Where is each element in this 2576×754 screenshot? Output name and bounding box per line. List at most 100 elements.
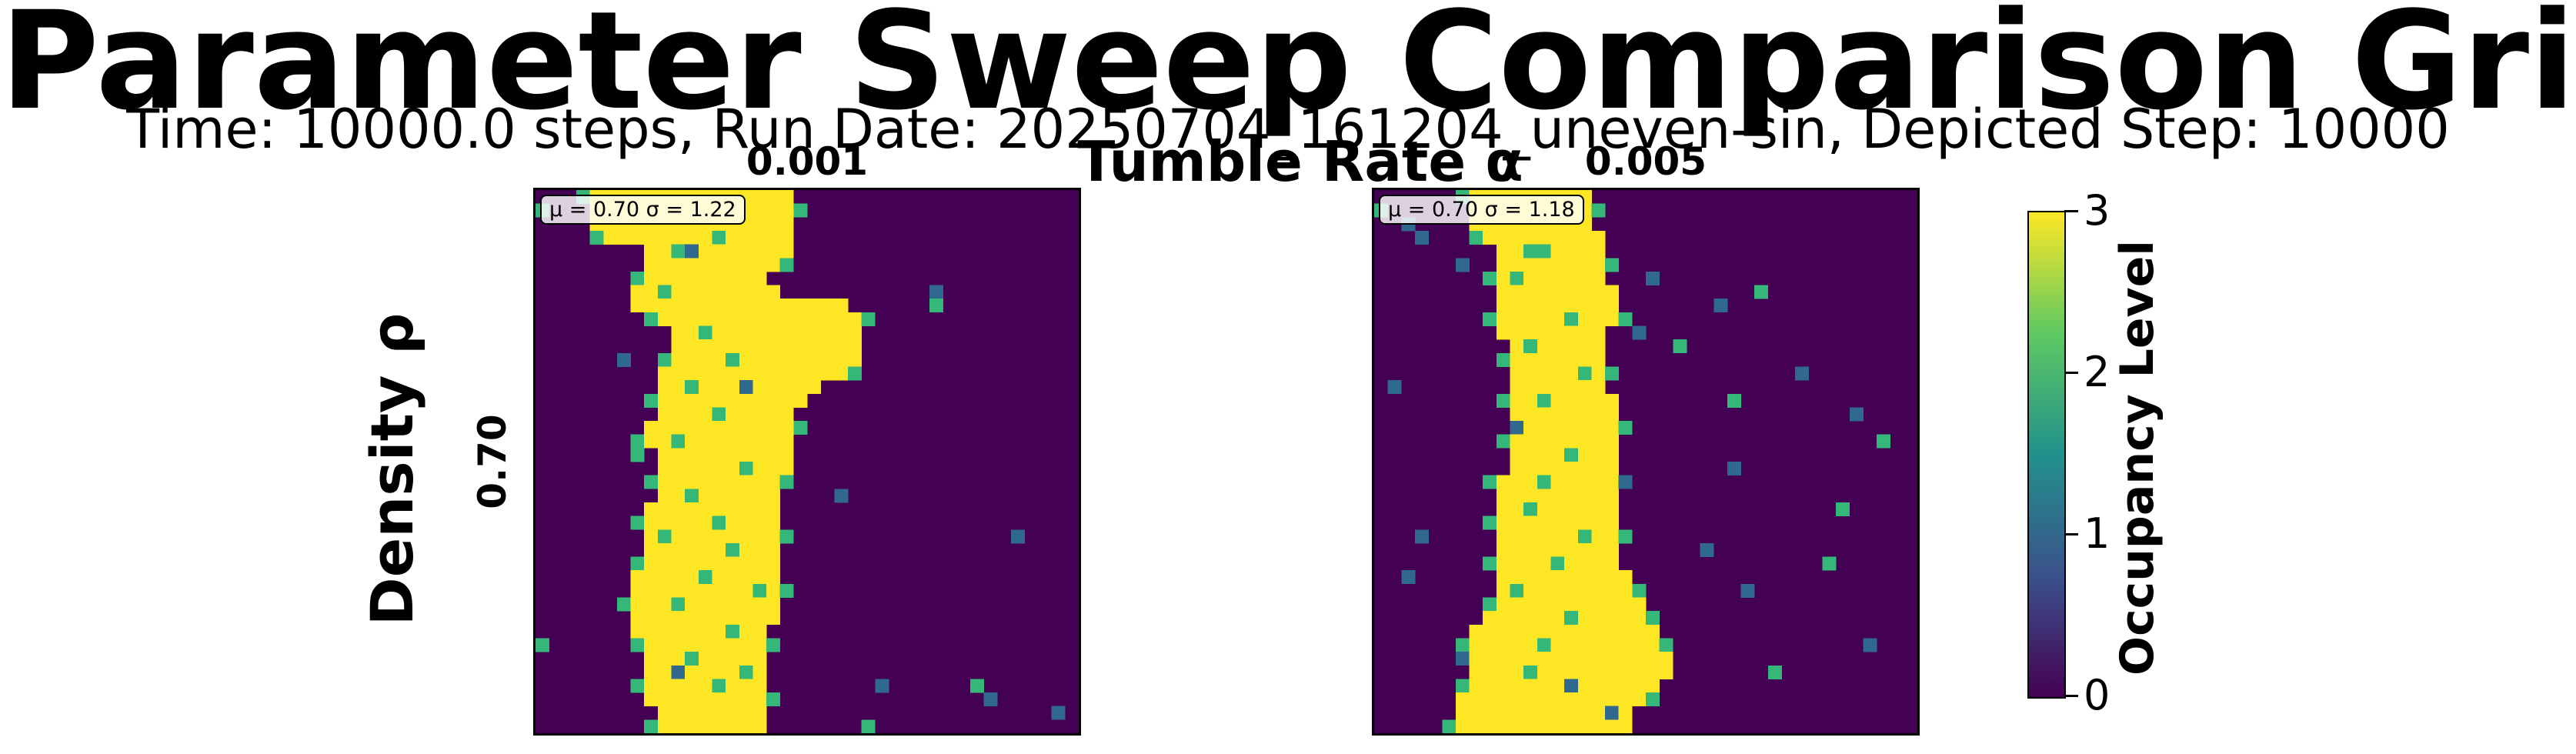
heatmap-cell [1496, 230, 1510, 245]
heatmap-cell [1523, 556, 1538, 571]
heatmap-cell [685, 366, 699, 381]
heatmap-cell [1496, 271, 1510, 285]
heatmap-cell [1510, 652, 1524, 666]
heatmap-cell [685, 679, 699, 693]
heatmap-cell [1577, 611, 1592, 626]
heatmap-cell [1605, 299, 1620, 313]
heatmap-cell [1605, 366, 1620, 381]
heatmap-cell [752, 407, 767, 422]
heatmap-cell [752, 556, 767, 571]
heatmap-cell [1577, 366, 1592, 381]
heatmap-cell [739, 299, 753, 313]
heatmap-cell [671, 393, 686, 408]
heatmap-cell [685, 570, 699, 585]
heatmap-cell [1550, 339, 1565, 354]
heatmap-cell [766, 529, 781, 544]
heatmap-cell [1510, 529, 1524, 544]
heatmap-cell [630, 230, 645, 245]
heatmap-cell [752, 475, 767, 489]
heatmap-cell [1469, 679, 1483, 693]
heatmap-cell [726, 692, 740, 707]
heatmap-cell [1605, 258, 1620, 272]
heatmap-cell [712, 434, 726, 449]
heatmap-cell [1483, 665, 1497, 679]
heatmap-cell [712, 230, 726, 245]
heatmap-cell [752, 692, 767, 707]
heatmap-cell [739, 285, 753, 299]
heatmap-cell [1523, 421, 1538, 435]
heatmap-cell [752, 230, 767, 245]
heatmap-cell [1455, 652, 1470, 666]
heatmap-cell [779, 393, 794, 408]
heatmap-cell [1523, 475, 1538, 489]
heatmap-cell [847, 366, 862, 381]
heatmap-cell [739, 407, 753, 422]
heatmap-cell [779, 407, 794, 422]
heatmap-cell [1455, 706, 1470, 720]
heatmap-cell [1550, 434, 1565, 449]
heatmap-cell [820, 366, 835, 381]
heatmap-cell [726, 271, 740, 285]
heatmap-cell [1537, 570, 1551, 585]
heatmap-cell [698, 502, 712, 516]
heatmap-cell [1605, 638, 1620, 652]
heatmap-cell [671, 679, 686, 693]
heatmap-cell [657, 652, 672, 666]
heatmap-cell [712, 366, 726, 381]
heatmap-cell [1510, 352, 1524, 367]
heatmap-cell [1577, 434, 1592, 449]
heatmap-cell [630, 638, 645, 652]
heatmap-cell [726, 462, 740, 476]
heatmap-cell [807, 299, 822, 313]
heatmap-cell [671, 421, 686, 435]
heatmap-cell [630, 448, 645, 462]
heatmap-cell [739, 597, 753, 612]
heatmap-cell [657, 489, 672, 503]
heatmap-cell [644, 529, 659, 544]
heatmap-cell [1469, 692, 1483, 707]
heatmap-cell [847, 339, 862, 354]
heatmap-cell [1010, 529, 1025, 544]
heatmap-cell [1632, 652, 1647, 666]
heatmap-cell [1523, 611, 1538, 626]
heatmap-cell [1564, 393, 1579, 408]
heatmap-cell [1564, 285, 1579, 299]
heatmap-cell [726, 230, 740, 245]
heatmap-cell [698, 597, 712, 612]
heatmap-cell [1483, 679, 1497, 693]
heatmap-cell [671, 597, 686, 612]
heatmap-cell [1537, 692, 1551, 707]
heatmap-cell [1591, 665, 1606, 679]
heatmap-cell [1591, 489, 1606, 503]
row-label: 0.70 [470, 414, 515, 509]
heatmap-cell [1537, 421, 1551, 435]
heatmap-cell [1564, 448, 1579, 462]
heatmap-cell [726, 339, 740, 354]
heatmap-cell [739, 692, 753, 707]
heatmap-cell [1537, 624, 1551, 639]
heatmap-cell [779, 475, 794, 489]
heatmap-cell [726, 421, 740, 435]
heatmap-cell [1496, 515, 1510, 530]
heatmap-cell [1564, 312, 1579, 326]
heatmap-cell [1510, 244, 1524, 259]
heatmap-cell [712, 719, 726, 733]
heatmap-cell [1564, 380, 1579, 395]
heatmap-cell [630, 299, 645, 313]
heatmap-cell [1510, 475, 1524, 489]
heatmap-cell [1510, 325, 1524, 340]
heatmap-panel-1: μ = 0.70 σ = 1.22 [533, 188, 1081, 736]
heatmap-cell [726, 719, 740, 733]
heatmap-cell [726, 244, 740, 259]
heatmap-cell [671, 299, 686, 313]
heatmap-cell [793, 393, 808, 408]
heatmap-cell [1550, 542, 1565, 557]
heatmap-cell [644, 611, 659, 626]
heatmap-cell [1510, 434, 1524, 449]
heatmap-cell [766, 502, 781, 516]
heatmap-cell [1605, 556, 1620, 571]
heatmap-cell [685, 448, 699, 462]
heatmap-cell [1577, 299, 1592, 313]
heatmap-cell [1537, 679, 1551, 693]
heatmap-cell [1523, 407, 1538, 422]
